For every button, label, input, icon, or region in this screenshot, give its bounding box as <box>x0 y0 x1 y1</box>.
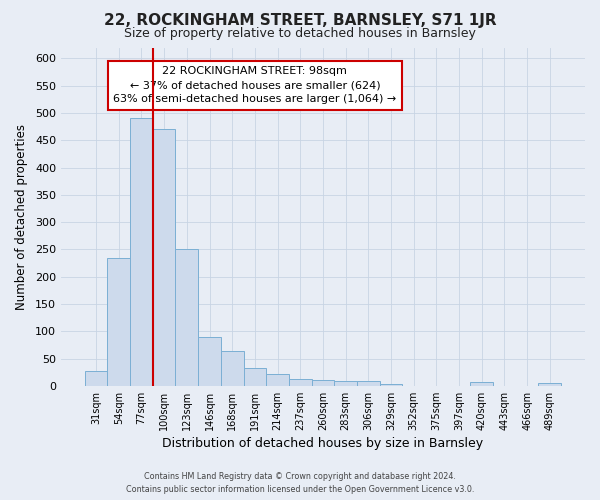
Bar <box>470 382 493 386</box>
Y-axis label: Number of detached properties: Number of detached properties <box>15 124 28 310</box>
Text: 22, ROCKINGHAM STREET, BARNSLEY, S71 1JR: 22, ROCKINGHAM STREET, BARNSLEY, S71 1JR <box>104 12 496 28</box>
Text: Size of property relative to detached houses in Barnsley: Size of property relative to detached ho… <box>124 28 476 40</box>
X-axis label: Distribution of detached houses by size in Barnsley: Distribution of detached houses by size … <box>163 437 484 450</box>
Bar <box>380 384 403 386</box>
Bar <box>334 382 357 386</box>
Text: 22 ROCKINGHAM STREET: 98sqm
← 37% of detached houses are smaller (624)
63% of se: 22 ROCKINGHAM STREET: 98sqm ← 37% of det… <box>113 66 397 104</box>
Bar <box>311 380 334 386</box>
Bar <box>85 371 107 386</box>
Bar <box>357 382 380 386</box>
Bar <box>221 352 244 386</box>
Bar <box>130 118 153 386</box>
Bar <box>175 250 198 386</box>
Bar <box>198 336 221 386</box>
Bar <box>244 368 266 386</box>
Bar <box>153 130 175 386</box>
Bar <box>538 383 561 386</box>
Bar <box>266 374 289 386</box>
Text: Contains HM Land Registry data © Crown copyright and database right 2024.
Contai: Contains HM Land Registry data © Crown c… <box>126 472 474 494</box>
Bar <box>289 378 311 386</box>
Bar <box>107 258 130 386</box>
